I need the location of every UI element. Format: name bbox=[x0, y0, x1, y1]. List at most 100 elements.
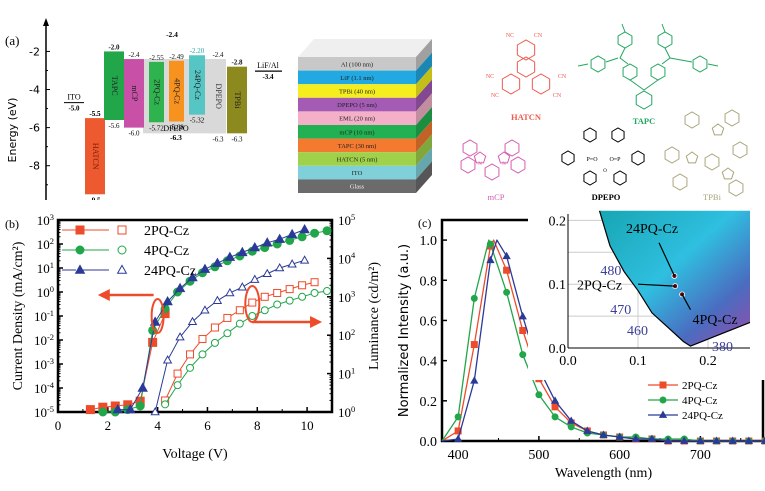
data-point bbox=[224, 251, 236, 261]
y-left-tick-label: 10-4 bbox=[34, 380, 55, 396]
layer-side bbox=[416, 107, 432, 139]
y-axis-arrow bbox=[43, 18, 49, 26]
inset-y-tick-label: 0.0 bbox=[549, 342, 567, 357]
layer-label: Glass bbox=[350, 184, 365, 191]
level-top-value: -2.4 bbox=[212, 51, 224, 59]
x-tick-label: 8 bbox=[254, 418, 261, 433]
bond bbox=[619, 57, 629, 65]
energy-level-tpbi: TPBi -2.8 -6.3 bbox=[227, 59, 247, 143]
level-name: 4PQ-Cz bbox=[173, 78, 182, 104]
level-name: 24PQ-Cz bbox=[193, 70, 202, 100]
bond bbox=[621, 23, 626, 33]
legend-label: 2PQ-Cz bbox=[144, 224, 189, 239]
ring bbox=[504, 139, 520, 157]
y-right-tick-label: 102 bbox=[338, 327, 355, 343]
y-left-tick-label: 10-5 bbox=[34, 404, 54, 420]
y-axis-label: Normalized Intensity (a.u.) bbox=[397, 244, 412, 417]
data-point bbox=[310, 278, 319, 287]
ito-value: -5.0 bbox=[68, 105, 80, 113]
data-point bbox=[518, 311, 527, 320]
data-point bbox=[148, 337, 158, 347]
legend-marker bbox=[659, 396, 667, 404]
ring bbox=[672, 173, 688, 191]
spectral-locus bbox=[598, 210, 751, 347]
stack-layer: EML (20 nm) bbox=[298, 93, 432, 125]
eml-lumo-annotation: -2.4 bbox=[166, 30, 178, 39]
data-point bbox=[299, 223, 310, 234]
legend-marker-open bbox=[116, 264, 128, 274]
data-point bbox=[519, 351, 527, 359]
layer-front bbox=[298, 57, 416, 71]
y-tick-label: -6 bbox=[29, 122, 40, 135]
level-name: HATCN bbox=[91, 143, 100, 170]
data-point bbox=[150, 406, 160, 416]
layer-side bbox=[416, 120, 432, 153]
ring bbox=[590, 55, 606, 73]
legend-label: 24PQ-Cz bbox=[682, 410, 723, 422]
y-tick-label: -4 bbox=[29, 84, 40, 97]
data-point bbox=[248, 298, 257, 307]
ring bbox=[473, 151, 487, 164]
data-point bbox=[187, 316, 198, 326]
data-point bbox=[298, 281, 307, 290]
layer-label: LiF (1.1 nm) bbox=[340, 75, 373, 82]
cie-label-4pq: 4PQ-Cz bbox=[692, 313, 737, 328]
molecule-hatcn: NC CN NC CN NC CN HATCN bbox=[486, 33, 567, 122]
y-tick-label: 0.8 bbox=[420, 274, 438, 289]
data-point bbox=[298, 292, 307, 301]
data-point bbox=[680, 436, 689, 444]
y-left-tick-label: 10-3 bbox=[34, 356, 54, 372]
level-box bbox=[189, 55, 205, 115]
hatcn-top-value: -5.5 bbox=[89, 110, 101, 118]
data-point bbox=[454, 413, 462, 421]
x-tick-label: 4 bbox=[154, 418, 161, 433]
ring bbox=[516, 39, 536, 61]
ring bbox=[711, 123, 725, 136]
x-tick-label: 10 bbox=[301, 418, 314, 433]
ring bbox=[704, 153, 720, 171]
y-tick-label: 0.6 bbox=[420, 314, 438, 329]
inset-x-tick-label: 0.0 bbox=[559, 354, 577, 369]
cie-point bbox=[671, 272, 678, 279]
data-point bbox=[274, 262, 285, 272]
x-tick-label: 600 bbox=[609, 448, 630, 463]
data-point bbox=[173, 369, 182, 378]
layer-side bbox=[416, 66, 432, 98]
data-point bbox=[760, 436, 765, 444]
legend-marker bbox=[659, 381, 667, 389]
data-point bbox=[453, 434, 463, 442]
legend-marker bbox=[658, 410, 668, 418]
level-top-value: -2.0 bbox=[108, 43, 120, 51]
arrow-head-right bbox=[310, 316, 323, 328]
data-point bbox=[470, 294, 478, 302]
level-bottom-value: -5.72 bbox=[149, 124, 164, 132]
data-point bbox=[273, 288, 282, 297]
level-top-value: -2.49 bbox=[169, 53, 184, 61]
molecule-name: TAPC bbox=[633, 116, 656, 126]
y-right-tick-label: 103 bbox=[338, 289, 355, 305]
data-point bbox=[235, 306, 244, 315]
layer-side bbox=[416, 93, 432, 125]
atom-label: P=O bbox=[586, 157, 598, 163]
level-box bbox=[104, 51, 124, 120]
cie-arrow bbox=[637, 283, 676, 287]
data-point bbox=[285, 296, 294, 305]
level-top-value: -2.20 bbox=[190, 47, 205, 55]
layer-front bbox=[298, 111, 416, 125]
wavelength-label: 380 bbox=[712, 340, 733, 355]
energy-level-2pqcz: 2PQ-Cz -2.55 -5.72 bbox=[149, 54, 164, 132]
legend-item: 2PQ-Cz bbox=[648, 380, 718, 392]
layer-label: ITO bbox=[352, 170, 363, 177]
series-24pq-cz-left bbox=[112, 223, 310, 414]
plot-frame bbox=[56, 218, 334, 414]
data-point bbox=[173, 381, 182, 390]
data-point bbox=[274, 233, 285, 243]
y-right-tick-label: 105 bbox=[338, 212, 355, 228]
x-axis-label: Voltage (V) bbox=[162, 447, 228, 462]
data-point bbox=[174, 282, 186, 293]
level-box bbox=[149, 61, 164, 123]
el-spectra-chart: (c) 0.0 0.2 0.4 0.6 0.8 1.0 400 500 600 700 Wavelen… bbox=[397, 206, 765, 481]
data-point bbox=[124, 403, 136, 414]
series-line bbox=[117, 229, 305, 411]
stack-layer: Al (100 nm) bbox=[298, 39, 432, 71]
